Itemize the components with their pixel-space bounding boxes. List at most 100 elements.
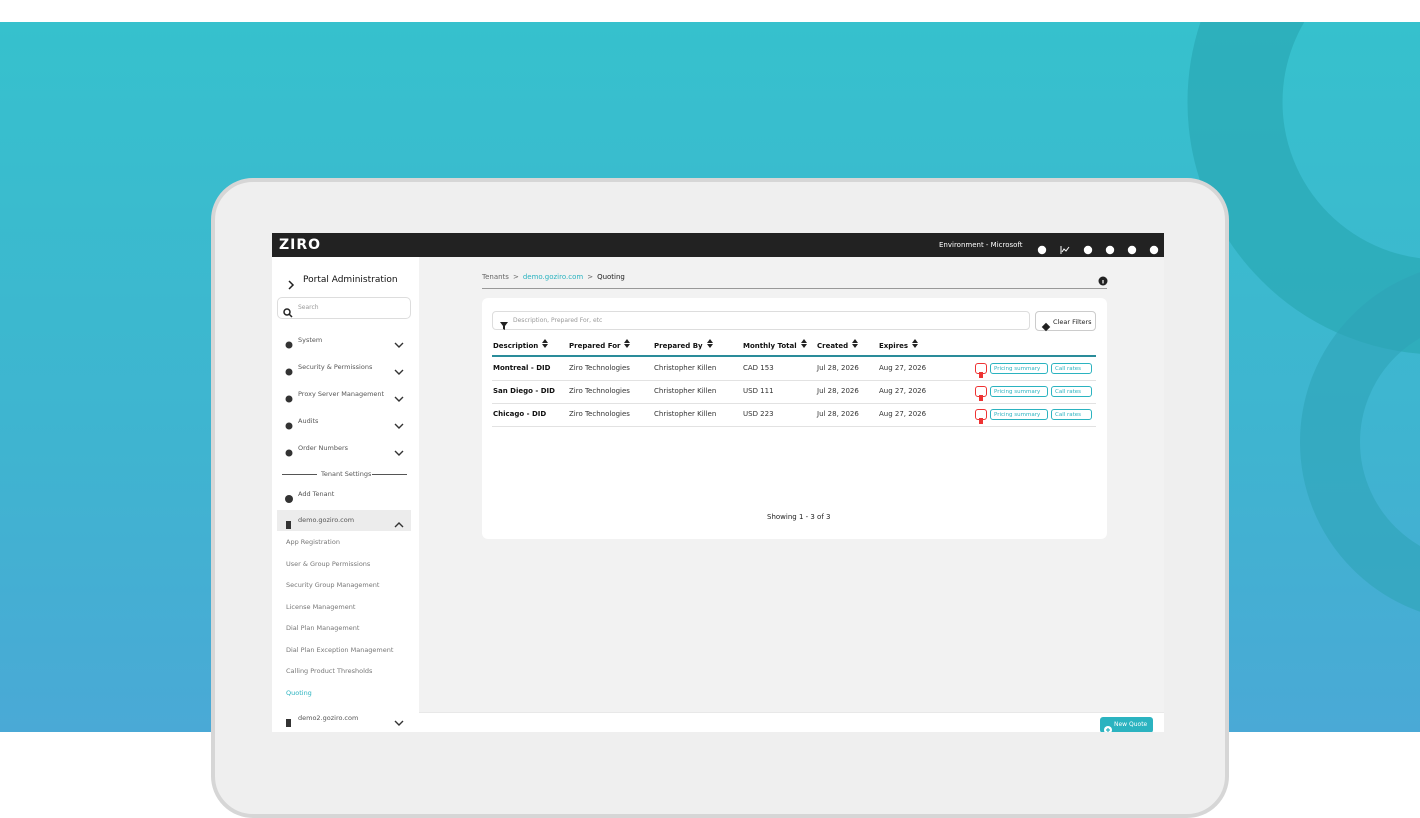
page: ZIRO Environment - Microsoft Portal Admini… — [0, 22, 1420, 818]
bottom-band — [0, 732, 211, 775]
sidebar: Portal Administration Search System Securit… — [272, 257, 419, 732]
breadcrumb-item[interactable]: demo.goziro.com — [522, 273, 584, 281]
delete-button[interactable] — [975, 363, 987, 378]
breadcrumb-separator: > — [512, 273, 519, 281]
top-bar: ZIRO Environment - Microsoft — [272, 233, 1164, 257]
delete-button[interactable] — [975, 386, 987, 401]
filter-placeholder: Description, Prepared For, etc — [513, 317, 603, 324]
menu-item[interactable]: Proxy Server Management — [298, 390, 385, 398]
sort-icon — [852, 339, 859, 352]
table-cell: Ziro Technologies — [569, 387, 630, 395]
quote-card: Description, Prepared For, etc Clear Filt… — [482, 298, 1107, 539]
row-line — [492, 403, 1096, 404]
column-header-text: Description — [493, 341, 539, 350]
toolbar-icon[interactable] — [1060, 240, 1070, 254]
chevron — [394, 416, 404, 429]
divider — [372, 474, 407, 475]
column-header-text: Monthly Total — [743, 341, 797, 350]
chevron — [394, 362, 404, 375]
column-header[interactable]: Prepared By — [654, 339, 713, 352]
tenant-menu-item[interactable]: App Registration — [286, 538, 340, 546]
sort-icon — [624, 339, 631, 352]
column-header[interactable]: Monthly Total — [743, 339, 807, 352]
table-footer: Showing 1 - 3 of 3 — [767, 513, 831, 521]
search-box[interactable]: Search — [277, 297, 411, 319]
action-button[interactable]: Pricing summary — [990, 386, 1048, 397]
tenant-name[interactable]: demo2.goziro.com — [298, 714, 359, 722]
column-header-text: Prepared By — [654, 341, 703, 350]
toolbar-icon[interactable] — [1127, 240, 1137, 255]
tenant-menu-item[interactable]: Security Group Management — [286, 581, 380, 589]
add-icon — [284, 489, 294, 503]
breadcrumb-item: Quoting — [597, 273, 625, 281]
sort-icon — [542, 339, 549, 352]
menu-icon — [284, 362, 294, 376]
breadcrumb-line — [482, 288, 1107, 289]
column-header[interactable]: Created — [817, 339, 859, 352]
menu-icon — [284, 335, 294, 349]
chevron — [394, 443, 404, 456]
table-cell: Chicago - DID — [493, 410, 547, 418]
menu-item[interactable]: System — [298, 336, 323, 344]
column-header-text: Created — [817, 341, 849, 350]
section-label: Tenant Settings — [321, 470, 372, 478]
tenant-menu-item[interactable]: User & Group Permissions — [286, 559, 371, 568]
table-cell: Aug 27, 2026 — [879, 410, 927, 418]
sort-icon — [706, 339, 713, 352]
bottom-bar: New Quote — [419, 712, 1164, 732]
new-quote-label: New Quote — [1114, 721, 1148, 728]
toolbar-icon[interactable] — [1149, 240, 1159, 255]
new-quote-button[interactable]: New Quote — [1100, 717, 1153, 732]
toolbar-icon[interactable] — [1105, 240, 1115, 255]
menu-icon — [284, 389, 294, 403]
breadcrumb-item[interactable]: Tenants — [482, 273, 509, 281]
tenant-name[interactable]: demo.goziro.com — [298, 516, 355, 524]
row-line — [492, 426, 1096, 427]
action-button[interactable]: Pricing summary — [990, 363, 1048, 374]
action-button[interactable]: Call rates — [1051, 409, 1092, 420]
table-cell: Ziro Technologies — [569, 364, 630, 372]
action-label: Pricing summary — [994, 412, 1041, 418]
tenant-menu-item[interactable]: License Management — [286, 602, 356, 611]
table-cell: Christopher Killen — [654, 387, 717, 395]
menu-item[interactable]: Security & Permissions — [298, 363, 373, 371]
add-tenant[interactable]: Add Tenant — [298, 490, 335, 498]
decoration — [1187, 22, 1420, 612]
delete-button[interactable] — [975, 409, 987, 424]
table-cell: Christopher Killen — [654, 410, 717, 418]
eraser-icon — [1041, 317, 1051, 332]
toolbar-icon[interactable] — [1083, 240, 1093, 255]
sidebar-title: Portal Administration — [303, 275, 398, 285]
table-cell: San Diego - DID — [493, 387, 555, 395]
plus-icon — [1103, 720, 1113, 732]
column-header-text: Expires — [879, 341, 909, 350]
chevron — [394, 713, 404, 726]
action-button[interactable]: Call rates — [1051, 386, 1092, 397]
environment-menu[interactable]: Environment - Microsoft — [939, 241, 1023, 249]
filter-input[interactable]: Description, Prepared For, etc — [492, 311, 1030, 330]
tenant-menu-item[interactable]: Calling Product Thresholds — [286, 667, 373, 675]
column-header[interactable]: Prepared For — [569, 339, 631, 352]
menu-item[interactable]: Audits — [298, 417, 319, 425]
column-header[interactable]: Expires — [879, 339, 919, 352]
action-button[interactable]: Pricing summary — [990, 409, 1048, 420]
menu-item[interactable]: Order Numbers — [298, 444, 349, 452]
action-label: Call rates — [1055, 389, 1082, 395]
toolbar-icon[interactable] — [1037, 240, 1047, 255]
tenant-menu-item[interactable]: Dial Plan Exception Management — [286, 645, 394, 654]
action-button[interactable]: Call rates — [1051, 363, 1092, 374]
column-header[interactable]: Description — [493, 339, 549, 352]
tenant-menu-item[interactable]: Dial Plan Management — [286, 624, 360, 632]
tenant-active-bg — [277, 510, 411, 531]
tenant-menu-item[interactable]: Quoting — [286, 688, 312, 697]
table-cell: Jul 28, 2026 — [817, 410, 859, 418]
clear-filters-button[interactable]: Clear Filters — [1035, 311, 1096, 332]
search-icon — [283, 303, 293, 318]
menu-icon — [284, 416, 294, 430]
action-label: Pricing summary — [994, 366, 1041, 372]
table-cell: Jul 28, 2026 — [817, 364, 859, 372]
action-label: Call rates — [1055, 366, 1082, 372]
column-header-text: Prepared For — [569, 341, 621, 350]
tenant-icon — [284, 713, 294, 727]
chevron — [394, 515, 404, 528]
